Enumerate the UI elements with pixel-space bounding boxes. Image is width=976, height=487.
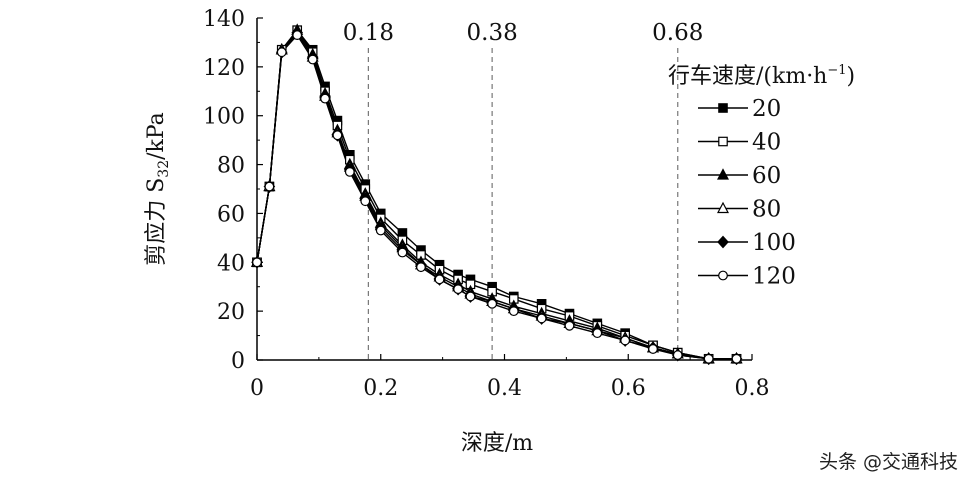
series-line: [256, 29, 737, 360]
data-point: [620, 335, 631, 346]
y-tick-label: 60: [217, 202, 245, 227]
x-tick-label: 0.8: [735, 376, 770, 401]
data-point: [360, 196, 371, 207]
y-tick-label: 140: [203, 7, 245, 32]
legend-label: 40: [752, 130, 781, 156]
y-tick-label: 100: [203, 105, 245, 130]
data-point: [718, 270, 728, 281]
legend-item: 100: [698, 230, 796, 256]
data-point: [731, 353, 742, 364]
y-ticks: 0 20 40 60 80 100 120 140: [203, 7, 263, 374]
y-tick-label: 20: [217, 300, 245, 325]
data-point: [397, 247, 408, 258]
x-tick-label: 0: [250, 376, 264, 401]
series-20: [256, 29, 737, 360]
data-point: [465, 291, 476, 302]
data-point: [307, 54, 318, 65]
x-ticks: 0 0.2 0.4 0.6 0.8: [250, 354, 770, 401]
y-axis-title-main: 剪应力 S: [144, 178, 169, 266]
y-axis-title: 剪应力 S32/kPa: [144, 112, 172, 266]
data-point: [718, 136, 728, 147]
legend-label: 60: [752, 163, 781, 189]
data-point: [536, 313, 547, 324]
legend-label: 100: [752, 230, 796, 256]
legend-title-superscript: −1: [827, 63, 846, 78]
y-axis-title-unit: /kPa: [144, 112, 169, 160]
data-point: [276, 47, 287, 58]
reference-labels: 0.18 0.38 0.68: [343, 20, 704, 46]
legend-label: 80: [752, 197, 781, 223]
reference-label: 0.18: [343, 20, 394, 46]
series-layer: [251, 23, 743, 366]
legend-title-end: ): [847, 64, 856, 89]
x-tick-label: 0.2: [363, 376, 398, 401]
data-point: [320, 93, 330, 104]
legend-label: 120: [752, 264, 796, 290]
data-point: [487, 298, 498, 309]
x-tick-label: 0.6: [611, 376, 646, 401]
y-axis-title-subscript: 32: [156, 160, 172, 178]
data-point: [416, 262, 426, 273]
legend-title-main: 行车速度/(km·h: [668, 64, 827, 89]
x-tick-label: 0.4: [487, 376, 522, 401]
series-60: [256, 28, 737, 360]
legend-item: 60: [698, 163, 781, 189]
data-point: [292, 30, 303, 40]
data-point: [252, 257, 262, 268]
reference-label: 0.68: [652, 20, 703, 46]
legend: 行车速度/(km·h−1) 20 40 60 80 100 120: [668, 63, 855, 290]
data-point: [508, 306, 519, 317]
data-point: [717, 168, 729, 180]
y-tick-label: 120: [203, 56, 245, 81]
y-tick-label: 0: [231, 349, 245, 374]
series-line: [256, 29, 737, 360]
data-point: [375, 225, 386, 236]
legend-title: 行车速度/(km·h−1): [668, 63, 855, 89]
data-point: [564, 320, 575, 331]
reference-label: 0.38: [467, 20, 518, 46]
data-point: [648, 344, 658, 354]
data-point: [434, 274, 445, 285]
data-point: [332, 130, 343, 141]
data-point: [453, 284, 463, 295]
data-point: [592, 328, 603, 339]
data-point: [672, 350, 683, 361]
data-point: [344, 166, 355, 177]
data-point: [264, 181, 275, 192]
legend-item: 80: [698, 197, 781, 223]
series-line: [256, 28, 737, 360]
watermark-text: 头条 @交通科技: [819, 451, 958, 473]
data-point: [718, 103, 728, 113]
y-tick-label: 80: [217, 154, 245, 179]
data-point: [717, 201, 729, 214]
legend-items: 20 40 60 80 100 120: [698, 96, 796, 290]
legend-item: 120: [698, 264, 796, 290]
legend-label: 20: [752, 96, 781, 122]
data-point: [717, 235, 729, 249]
series-40: [256, 29, 737, 360]
series-120-markers: [252, 30, 742, 364]
data-point: [703, 353, 714, 364]
y-tick-label: 40: [217, 251, 245, 276]
legend-item: 40: [698, 130, 781, 156]
legend-item: 20: [698, 96, 781, 122]
x-axis-title: 深度/m: [461, 431, 533, 456]
